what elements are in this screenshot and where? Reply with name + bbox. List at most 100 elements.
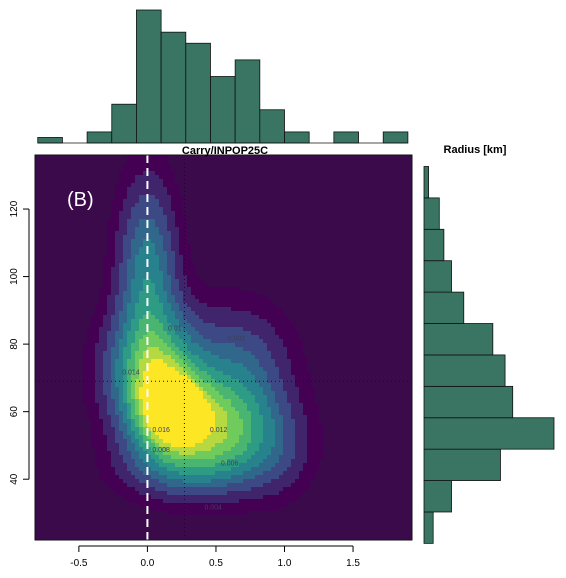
density-cell <box>191 323 196 328</box>
density-cell <box>119 439 124 444</box>
density-cell <box>279 407 284 412</box>
density-cell <box>167 503 172 508</box>
density-cell <box>243 347 248 352</box>
density-cell <box>315 431 320 436</box>
density-cell <box>315 451 320 456</box>
density-cell <box>211 467 216 472</box>
density-cell <box>315 427 320 432</box>
contour-label: 0.008 <box>152 447 170 454</box>
density-cell <box>195 323 200 328</box>
density-cell <box>95 315 100 320</box>
density-cell <box>143 399 148 404</box>
density-cell <box>119 259 124 264</box>
density-cell <box>203 507 208 512</box>
density-cell <box>103 375 108 380</box>
density-cell <box>227 419 232 424</box>
density-cell <box>119 279 124 284</box>
density-cell <box>263 379 268 384</box>
density-cell <box>151 479 156 484</box>
density-cell <box>267 383 272 388</box>
density-cell <box>175 243 180 248</box>
density-cell <box>227 499 232 504</box>
density-cell <box>187 427 192 432</box>
density-cell <box>283 411 288 416</box>
density-cell <box>295 467 300 472</box>
density-cell <box>131 383 136 388</box>
density-cell <box>143 487 148 492</box>
density-cell <box>207 507 212 512</box>
density-cell <box>135 263 140 268</box>
density-cell <box>195 371 200 376</box>
density-cell <box>131 187 136 192</box>
density-cell <box>107 295 112 300</box>
density-cell <box>111 447 116 452</box>
density-cell <box>175 343 180 348</box>
density-cell <box>171 451 176 456</box>
density-cell <box>179 359 184 364</box>
density-cell <box>151 491 156 496</box>
density-cell <box>263 459 268 464</box>
density-cell <box>143 179 148 184</box>
density-cell <box>303 403 308 408</box>
density-cell <box>199 363 204 368</box>
density-cell <box>135 391 140 396</box>
density-cell <box>247 483 252 488</box>
density-cell <box>115 187 120 192</box>
density-cell <box>275 471 280 476</box>
density-cell <box>167 271 172 276</box>
density-cell <box>143 475 148 480</box>
density-cell <box>115 459 120 464</box>
density-cell <box>227 351 232 356</box>
density-cell <box>195 447 200 452</box>
density-cell <box>239 363 244 368</box>
density-cell <box>131 343 136 348</box>
density-cell <box>167 231 172 236</box>
density-cell <box>139 187 144 192</box>
density-cell <box>139 351 144 356</box>
density-cell <box>203 499 208 504</box>
density-cell <box>147 155 152 160</box>
density-cell <box>91 323 96 328</box>
density-cell <box>215 331 220 336</box>
density-cell <box>107 367 112 372</box>
density-cell <box>107 407 112 412</box>
density-cell <box>135 183 140 188</box>
density-cell <box>175 307 180 312</box>
density-cell <box>107 435 112 440</box>
density-cell <box>247 503 252 508</box>
density-cell <box>255 319 260 324</box>
density-cell <box>235 367 240 372</box>
density-cell <box>259 371 264 376</box>
density-cell <box>147 307 152 312</box>
density-cell <box>235 511 240 516</box>
density-cell <box>203 283 208 288</box>
density-cell <box>139 331 144 336</box>
density-cell <box>143 311 148 316</box>
density-cell <box>123 327 128 332</box>
density-cell <box>171 419 176 424</box>
density-cell <box>291 471 296 476</box>
density-cell <box>163 455 168 460</box>
density-cell <box>147 255 152 260</box>
density-cell <box>211 347 216 352</box>
density-cell <box>115 367 120 372</box>
density-cell <box>271 363 276 368</box>
density-cell <box>203 395 208 400</box>
density-cell <box>247 371 252 376</box>
density-cell <box>155 167 160 172</box>
density-cell <box>175 199 180 204</box>
density-cell <box>275 503 280 508</box>
density-cell <box>111 207 116 212</box>
y-tick-label: 80 <box>9 338 20 350</box>
density-cell <box>163 495 168 500</box>
density-cell <box>267 351 272 356</box>
density-cell <box>183 491 188 496</box>
density-cell <box>235 391 240 396</box>
density-cell <box>151 179 156 184</box>
density-cell <box>167 175 172 180</box>
density-cell <box>135 235 140 240</box>
density-cell <box>143 499 148 504</box>
density-cell <box>119 223 124 228</box>
density-cell <box>267 463 272 468</box>
density-cell <box>179 339 184 344</box>
